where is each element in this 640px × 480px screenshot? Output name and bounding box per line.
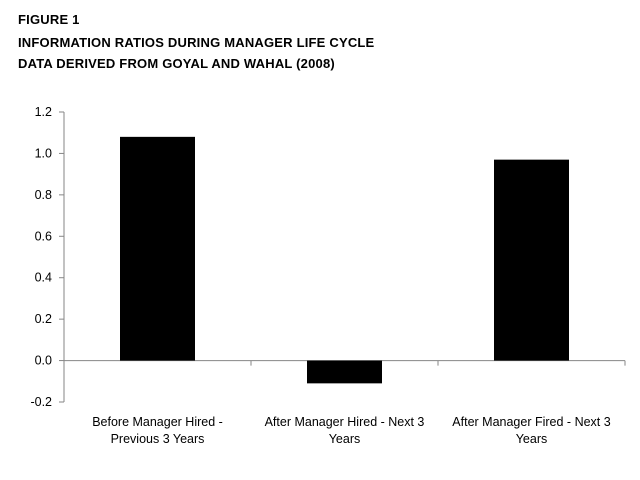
y-tick-label: 0.2: [35, 312, 52, 326]
x-category-label-line: Years: [516, 432, 548, 446]
x-axis-labels: Before Manager Hired - Previous 3 Years Af…: [92, 415, 611, 446]
x-category-label-line: After Manager Fired - Next 3: [452, 415, 610, 429]
chart-subtitle: DATA DERIVED FROM GOYAL AND WAHAL (2008): [18, 56, 335, 71]
y-tick-label: 0.8: [35, 188, 52, 202]
bars: [120, 136, 569, 384]
y-tick-label: 0.6: [35, 229, 52, 243]
y-tick-label: 0.0: [35, 354, 52, 368]
bar: [307, 360, 382, 384]
chart-title: INFORMATION RATIOS DURING MANAGER LIFE C…: [18, 35, 375, 50]
bar: [120, 136, 195, 361]
x-category-label: Before Manager Hired - Previous 3 Years: [92, 415, 223, 446]
y-tick-label: 1.0: [35, 146, 52, 160]
x-category-label: After Manager Hired - Next 3 Years: [265, 415, 425, 446]
x-category-label: After Manager Fired - Next 3 Years: [452, 415, 610, 446]
x-category-label-line: Previous 3 Years: [111, 432, 205, 446]
bar: [494, 159, 569, 361]
x-category-label-line: Years: [329, 432, 361, 446]
y-tick-label: -0.2: [30, 395, 52, 409]
y-tick-label: 1.2: [35, 105, 52, 119]
figure-label: FIGURE 1: [18, 12, 80, 27]
y-tick-label: 0.4: [35, 271, 52, 285]
x-category-label-line: After Manager Hired - Next 3: [265, 415, 425, 429]
y-axis-ticks: 1.2 1.0 0.8 0.6 0.4 0.2 0.0 -0.2: [30, 105, 64, 409]
x-category-label-line: Before Manager Hired -: [92, 415, 223, 429]
